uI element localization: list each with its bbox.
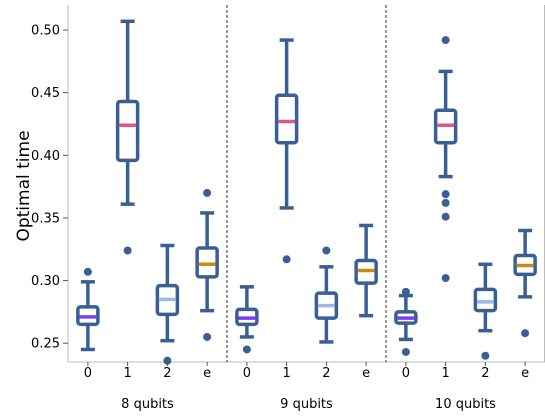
outlier-point <box>441 198 450 207</box>
outlier-point <box>123 246 132 255</box>
y-tick-label: 0.30 <box>31 274 60 289</box>
box-body <box>513 253 537 277</box>
outlier-point <box>203 332 212 341</box>
group-label: 8 qubits <box>121 397 174 412</box>
box-body <box>76 305 100 327</box>
outlier-point <box>282 255 291 264</box>
outlier-point <box>163 356 172 365</box>
outlier-point <box>401 347 410 356</box>
box-body <box>115 99 140 163</box>
group-label: 9 qubits <box>280 397 333 412</box>
outlier-point <box>441 36 450 45</box>
x-tick-label: 1 <box>441 366 449 381</box>
plot-area: 0.25 0.30 0.35 0.40 0.45 0.50 0 1 2 e 8 qubits 0 1 2 e… <box>31 5 545 412</box>
box-body <box>354 258 378 285</box>
y-tick-label: 0.45 <box>31 86 60 101</box>
box-body <box>195 246 219 279</box>
outlier-point <box>521 329 530 338</box>
outlier-point <box>441 190 450 199</box>
x-tick-label: e <box>521 366 529 381</box>
outlier-point <box>401 287 410 296</box>
box-body <box>274 93 299 145</box>
y-tick-label: 0.50 <box>31 24 60 39</box>
outlier-point <box>441 212 450 221</box>
x-tick-label: 1 <box>282 366 290 381</box>
box-body <box>155 283 180 317</box>
y-tick-label: 0.25 <box>31 337 60 352</box>
x-tick-label: 2 <box>322 366 330 381</box>
box-body <box>394 310 418 325</box>
y-axis-title: Optimal time <box>14 130 34 241</box>
outlier-point <box>481 351 490 360</box>
x-tick-label: 2 <box>163 366 171 381</box>
y-tick-label: 0.40 <box>31 149 60 164</box>
box-body <box>473 287 498 313</box>
x-tick-label: e <box>362 366 370 381</box>
outlier-point <box>322 246 331 255</box>
box-body <box>235 307 259 327</box>
outlier-point <box>83 267 92 276</box>
x-tick-label: 0 <box>243 366 251 381</box>
box-body <box>314 291 339 320</box>
outlier-point <box>441 274 450 283</box>
outlier-point <box>203 188 212 197</box>
group-label: 10 qubits <box>435 397 496 412</box>
x-tick-label: 0 <box>84 366 92 381</box>
x-tick-label: 2 <box>481 366 489 381</box>
x-tick-label: e <box>203 366 211 381</box>
box-body <box>433 108 458 145</box>
x-tick-label: 1 <box>123 366 131 381</box>
y-tick-label: 0.35 <box>31 211 60 226</box>
outlier-point <box>242 345 251 354</box>
x-tick-label: 0 <box>402 366 410 381</box>
